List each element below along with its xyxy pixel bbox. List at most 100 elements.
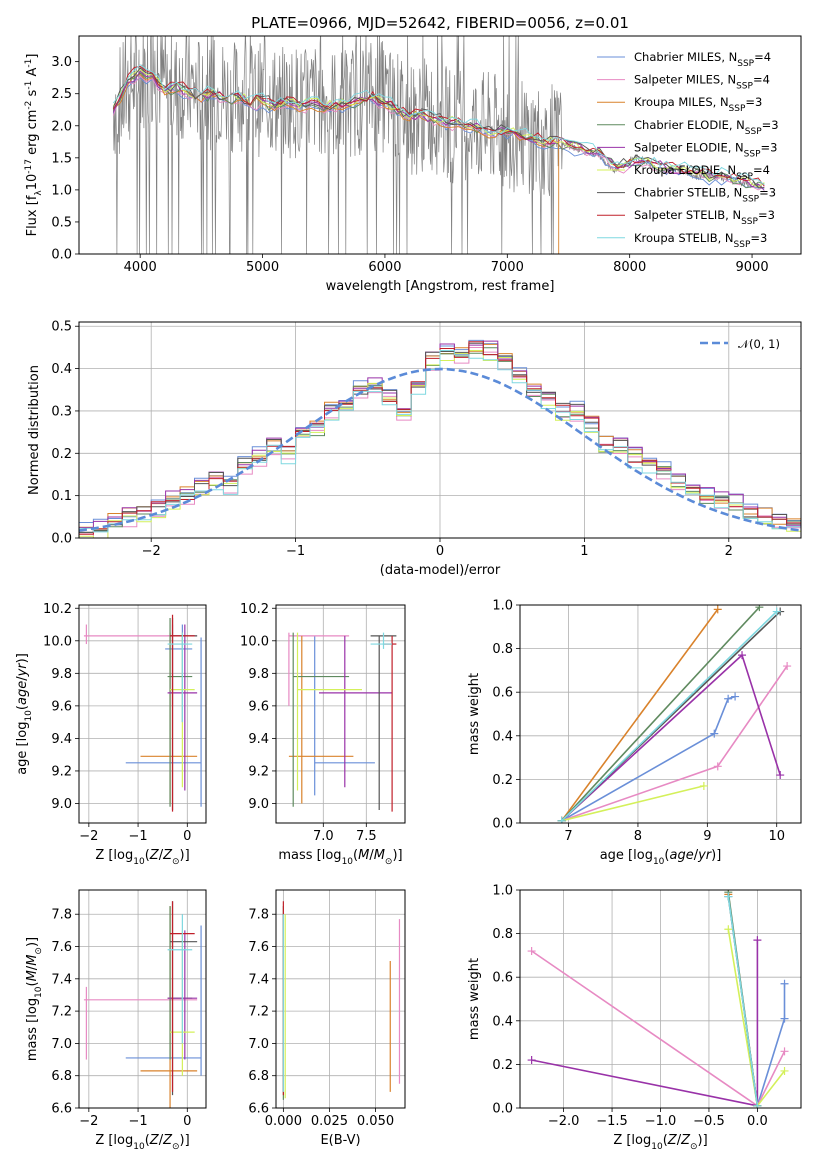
x-tick-label: 9 <box>703 829 711 844</box>
y-tick-label: 10.2 <box>240 602 269 617</box>
plus-marker <box>783 662 792 671</box>
y-tick-label: 0.2 <box>492 773 513 788</box>
plus-marker <box>753 1101 762 1108</box>
x-tick-label: 0 <box>183 829 191 844</box>
legend: Chabrier MILES, NSSP=4 Salpeter MILES, NS… <box>597 50 779 250</box>
x-tick-label: 4000 <box>124 260 157 275</box>
legend-label: Salpeter ELODIE, NSSP=3 <box>634 140 777 159</box>
x-tick-label: 7 <box>564 829 572 844</box>
x-tick-label: −2 <box>79 829 98 844</box>
x-tick-label: 9000 <box>736 260 769 275</box>
weight-line-8 <box>727 896 759 1106</box>
axes-frame <box>78 889 207 1109</box>
model-line-0 <box>112 77 765 189</box>
model-line-7 <box>112 65 765 187</box>
panel-spectrum: 4000 5000 6000 7000 8000 9000 0.0 0.5 1.0 1.5 2.0 2… <box>24 35 802 294</box>
normal-curve <box>79 367 801 532</box>
weight-line-4 <box>561 653 781 822</box>
legend-label: Chabrier MILES, NSSP=4 <box>634 50 771 69</box>
x-tick-label: 0.000 <box>265 1114 302 1129</box>
y-tick-label: 1.5 <box>51 151 72 166</box>
x-tick-label: 7000 <box>491 260 524 275</box>
y-tick-label: 1.0 <box>492 884 513 899</box>
plus-marker <box>753 936 762 945</box>
y-tick-label: 0.4 <box>492 1014 513 1029</box>
y-tick-label: 0.6 <box>492 971 513 986</box>
y-tick-label: 6.6 <box>51 1102 72 1117</box>
y-tick-label: 9.0 <box>51 797 72 812</box>
axes-frame <box>78 604 207 824</box>
y-tick-label: 0.4 <box>492 729 513 744</box>
legend-label: Chabrier STELIB, NSSP=3 <box>634 186 776 205</box>
y-tick-label: 0.1 <box>51 489 72 504</box>
y-tick-label: 0.3 <box>51 404 72 419</box>
y-tick-label: 7.2 <box>248 1005 269 1020</box>
x-tick-label: 2 <box>725 544 733 559</box>
x-tick-label: 0.025 <box>311 1114 348 1129</box>
plus-marker <box>527 947 536 956</box>
y-axis-label: Flux [fλ10-17 erg cm-2 s-1 A-1] <box>24 54 44 237</box>
model-line-1 <box>112 75 765 191</box>
panel-age-vs-Z: −2 −1 0 9.0 9.2 9.4 9.6 9.8 10.0 10.2 Z [log10(Z/Z… <box>15 602 207 867</box>
x-tick-label: −1 <box>286 544 305 559</box>
y-tick-label: 0.5 <box>51 320 72 335</box>
y-tick-label: 7.4 <box>248 972 269 987</box>
y-axis-label: Normed distribution <box>27 365 42 495</box>
model-line-3 <box>112 72 765 189</box>
y-tick-label: 7.2 <box>51 1005 72 1020</box>
x-axis-label: Z [log10(Z/Z⊙)] <box>95 848 189 867</box>
weight-line-3 <box>561 606 760 822</box>
y-tick-label: 7.4 <box>51 972 72 987</box>
x-tick-label: −1 <box>128 1114 147 1129</box>
y-tick-label: 9.8 <box>51 667 72 682</box>
y-axis-label: mass [log10(M/M⊙)] <box>25 937 44 1061</box>
plot-area-mass-weight-vs-Z <box>527 890 789 1108</box>
y-tick-label: 6.8 <box>248 1069 269 1084</box>
x-axis-label: Z [log10(Z/Z⊙)] <box>95 1133 189 1152</box>
x-tick-label: 0 <box>183 1114 191 1129</box>
y-tick-label: 9.8 <box>248 667 269 682</box>
chart-title: PLATE=0966, MJD=52642, FIBERID=0056, z=0… <box>251 14 629 32</box>
y-tick-label: 0.2 <box>51 447 72 462</box>
y-axis-label: mass weight <box>467 673 482 755</box>
x-tick-label: −1.0 <box>645 1114 677 1129</box>
legend-label: Salpeter MILES, NSSP=4 <box>634 73 770 92</box>
y-tick-label: 0.2 <box>492 1058 513 1073</box>
weight-line-5 <box>561 785 705 822</box>
x-tick-label: −1 <box>128 829 147 844</box>
x-axis-label: (data-model)/error <box>380 563 501 578</box>
plus-marker <box>780 979 789 988</box>
model-line-2 <box>112 74 563 150</box>
weight-line-8 <box>561 610 778 822</box>
y-tick-label: 0.4 <box>51 362 72 377</box>
y-tick-label: 0.5 <box>51 215 72 230</box>
legend-label: Kroupa STELIB, NSSP=3 <box>634 231 767 250</box>
x-axis-label: Z [log10(Z/Z⊙)] <box>613 1133 707 1152</box>
x-tick-label: 8 <box>634 829 642 844</box>
axes-frame <box>78 321 802 539</box>
x-tick-label: 1 <box>580 544 588 559</box>
axes-frame <box>519 889 802 1109</box>
y-tick-label: 7.8 <box>248 908 269 923</box>
model-line-8 <box>112 64 765 186</box>
y-tick-label: 0.0 <box>51 532 72 547</box>
plus-marker <box>731 692 740 701</box>
panel-mass-weight-vs-age: 7 8 9 10 0.0 0.2 0.4 0.6 0.8 1.0 age [log10(age/yr… <box>467 599 802 867</box>
axes-frame <box>275 889 406 1109</box>
y-tick-label: 9.4 <box>248 732 269 747</box>
weight-line-5 <box>727 929 786 1108</box>
plus-marker <box>724 694 733 703</box>
y-tick-label: 2.0 <box>51 119 72 134</box>
x-tick-label: −2 <box>142 544 161 559</box>
x-tick-label: 0.050 <box>357 1114 394 1129</box>
x-tick-label: 10 <box>768 829 785 844</box>
weight-line-2 <box>560 608 719 822</box>
plot-area-mass-vs-ebv <box>282 901 401 1100</box>
x-tick-label: 5000 <box>246 260 279 275</box>
panel-residuals: −2 −1 0 1 2 0.0 0.1 0.2 0.3 0.4 0.5 (data-model)/er… <box>27 320 802 578</box>
plot-area-mass-vs-Z <box>83 901 202 1108</box>
legend-label: Kroupa MILES, NSSP=3 <box>634 95 762 114</box>
legend-label: Chabrier ELODIE, NSSP=3 <box>634 118 779 137</box>
axes-frame <box>275 604 406 824</box>
